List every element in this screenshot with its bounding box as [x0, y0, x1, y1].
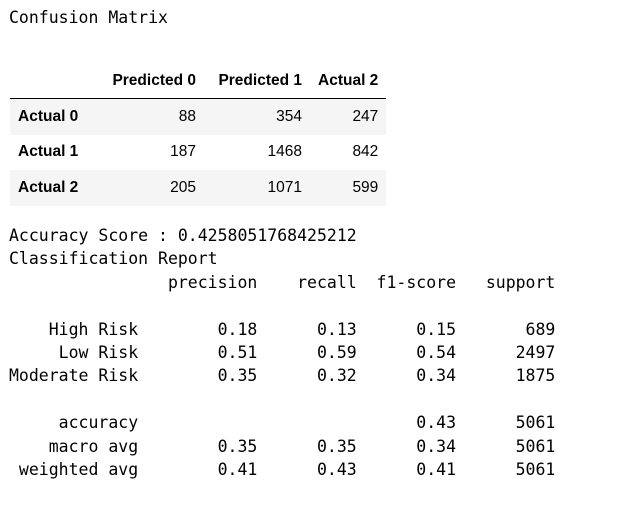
- row-label: Actual 1: [18, 143, 79, 161]
- index-header: [10, 64, 98, 99]
- column-header-actual-2: Actual 2: [310, 64, 387, 99]
- table-row: Actual 1 187 1468 842: [10, 135, 386, 171]
- table-cell: 247: [352, 107, 379, 125]
- report-row: Moderate Risk 0.35 0.32 0.34 1875: [9, 366, 556, 386]
- table-row: Actual 2 205 1071 599: [10, 170, 387, 206]
- column-header-predicted-1: Predicted 1: [204, 64, 310, 99]
- report-header-row: precision recall f1-score support: [9, 272, 556, 292]
- table-cell: 1071: [267, 178, 302, 196]
- row-label: Actual 2: [18, 178, 79, 196]
- row-label: Actual 0: [18, 107, 79, 125]
- column-header-predicted-0: Predicted 0: [98, 64, 204, 99]
- blank-line: [9, 388, 555, 411]
- table-row: Actual 0 88 354 247: [10, 98, 387, 135]
- table-cell: 187: [170, 143, 196, 161]
- report-heading: Classification Report: [9, 249, 218, 269]
- report-row: High Risk 0.18 0.13 0.15 689: [9, 319, 556, 339]
- report-summary-row: macro avg 0.35 0.35 0.34 5061: [9, 436, 556, 456]
- report-row: Low Risk 0.51 0.59 0.54 2497: [9, 342, 556, 362]
- table-header-row: Predicted 0 Predicted 1 Actual 2: [10, 64, 387, 99]
- table-cell: 1468: [267, 143, 302, 161]
- table-cell: 599: [352, 178, 379, 196]
- report-summary-row: weighted avg 0.41 0.43 0.41 5061: [9, 459, 556, 479]
- blank-line: [9, 294, 555, 317]
- table-cell: 354: [276, 107, 302, 125]
- output-title: Confusion Matrix: [9, 8, 168, 27]
- table-cell: 842: [352, 143, 379, 161]
- report-summary-row: accuracy 0.43 5061: [9, 413, 556, 433]
- table-cell: 205: [170, 178, 196, 196]
- confusion-matrix-table: Predicted 0 Predicted 1 Actual 2 Actual …: [10, 64, 387, 206]
- classification-report: Accuracy Score : 0.4258051768425212 Class…: [9, 224, 555, 481]
- table-cell: 88: [178, 107, 196, 125]
- accuracy-score-line: Accuracy Score : 0.4258051768425212: [9, 226, 357, 245]
